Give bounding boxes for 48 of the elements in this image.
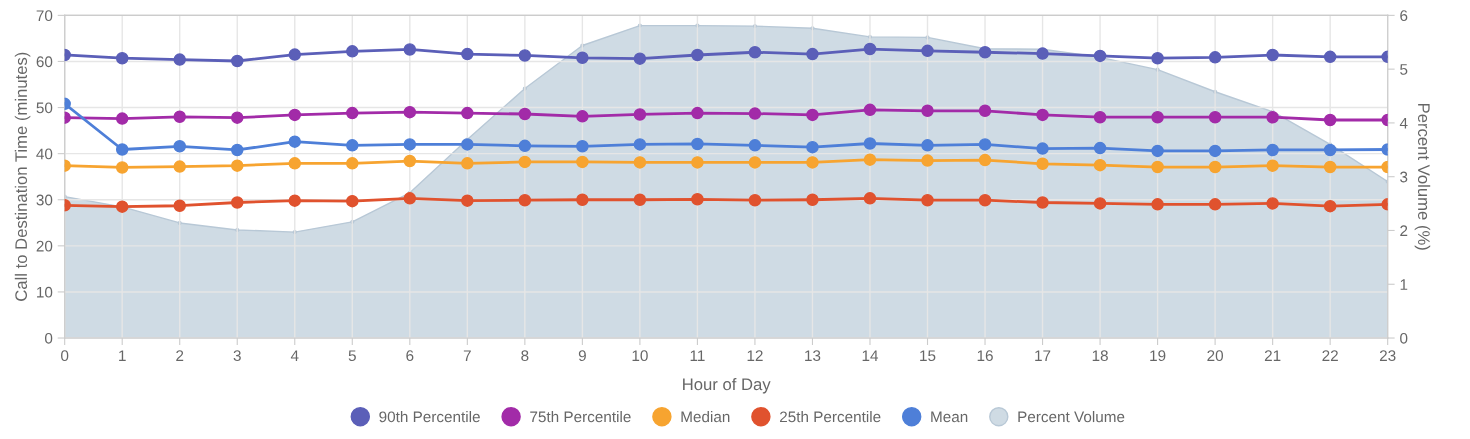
y-tick-label: 40 — [36, 148, 53, 160]
y-tick-label: 20 — [36, 240, 53, 252]
x-tick-label: 4 — [290, 350, 299, 361]
x-tick-label: 3 — [233, 350, 241, 362]
y-tick-label: 30 — [36, 194, 53, 206]
x-tick-label: 2 — [176, 350, 184, 361]
x-tick-label: 12 — [747, 350, 763, 361]
y2-tick-label: 6 — [1400, 10, 1408, 22]
x-tick-label: 8 — [521, 350, 529, 362]
x-tick-label: 23 — [1379, 350, 1396, 362]
legend-label: Mean — [931, 411, 968, 423]
x-tick-label: 7 — [463, 350, 471, 361]
x-axis-title: Hour of Day — [683, 377, 771, 394]
legend-label: Median — [681, 411, 730, 423]
y2-tick-label: 1 — [1400, 279, 1408, 290]
x-tick-label: 9 — [578, 350, 586, 362]
legend-label: Percent Volume — [1018, 411, 1125, 423]
y-tick-label: 60 — [36, 56, 53, 68]
y-tick-label: 10 — [37, 286, 53, 298]
x-tick-label: 0 — [61, 350, 69, 362]
y2-axis-title: Percent Volume (%) — [1414, 103, 1431, 250]
x-tick-label: 11 — [690, 350, 705, 361]
x-tick-label: 14 — [862, 350, 879, 361]
y2-tick-label: 4 — [1399, 117, 1408, 129]
x-tick-label: 19 — [1150, 350, 1166, 362]
x-tick-label: 22 — [1322, 350, 1338, 361]
x-tick-label: 20 — [1207, 350, 1224, 362]
x-tick-label: 21 — [1264, 350, 1281, 361]
x-tick-label: 1 — [119, 350, 126, 361]
x-tick-label: 5 — [348, 350, 356, 362]
x-tick-label: 13 — [805, 350, 821, 362]
y2-tick-label: 0 — [1400, 332, 1408, 344]
x-tick-label: 15 — [920, 350, 936, 362]
y2-tick-label: 3 — [1400, 171, 1408, 183]
x-tick-label: 16 — [977, 350, 993, 362]
y2-tick-label: 2 — [1400, 225, 1408, 237]
legend-label: 75th Percentile — [530, 411, 631, 423]
x-tick-label: 10 — [632, 350, 648, 362]
y-tick-label: 0 — [44, 332, 53, 344]
y2-tick-label: 5 — [1400, 64, 1408, 75]
legend-label: 25th Percentile — [779, 411, 881, 423]
legend-label: 90th Percentile — [379, 411, 480, 423]
x-tick-label: 17 — [1035, 350, 1051, 361]
y-tick-label: 50 — [36, 102, 53, 114]
x-tick-label: 6 — [406, 350, 414, 362]
y-tick-label: 70 — [36, 10, 53, 22]
y-axis-title: Call to Destination Time (minutes) — [14, 52, 31, 301]
x-tick-label: 18 — [1092, 350, 1108, 362]
